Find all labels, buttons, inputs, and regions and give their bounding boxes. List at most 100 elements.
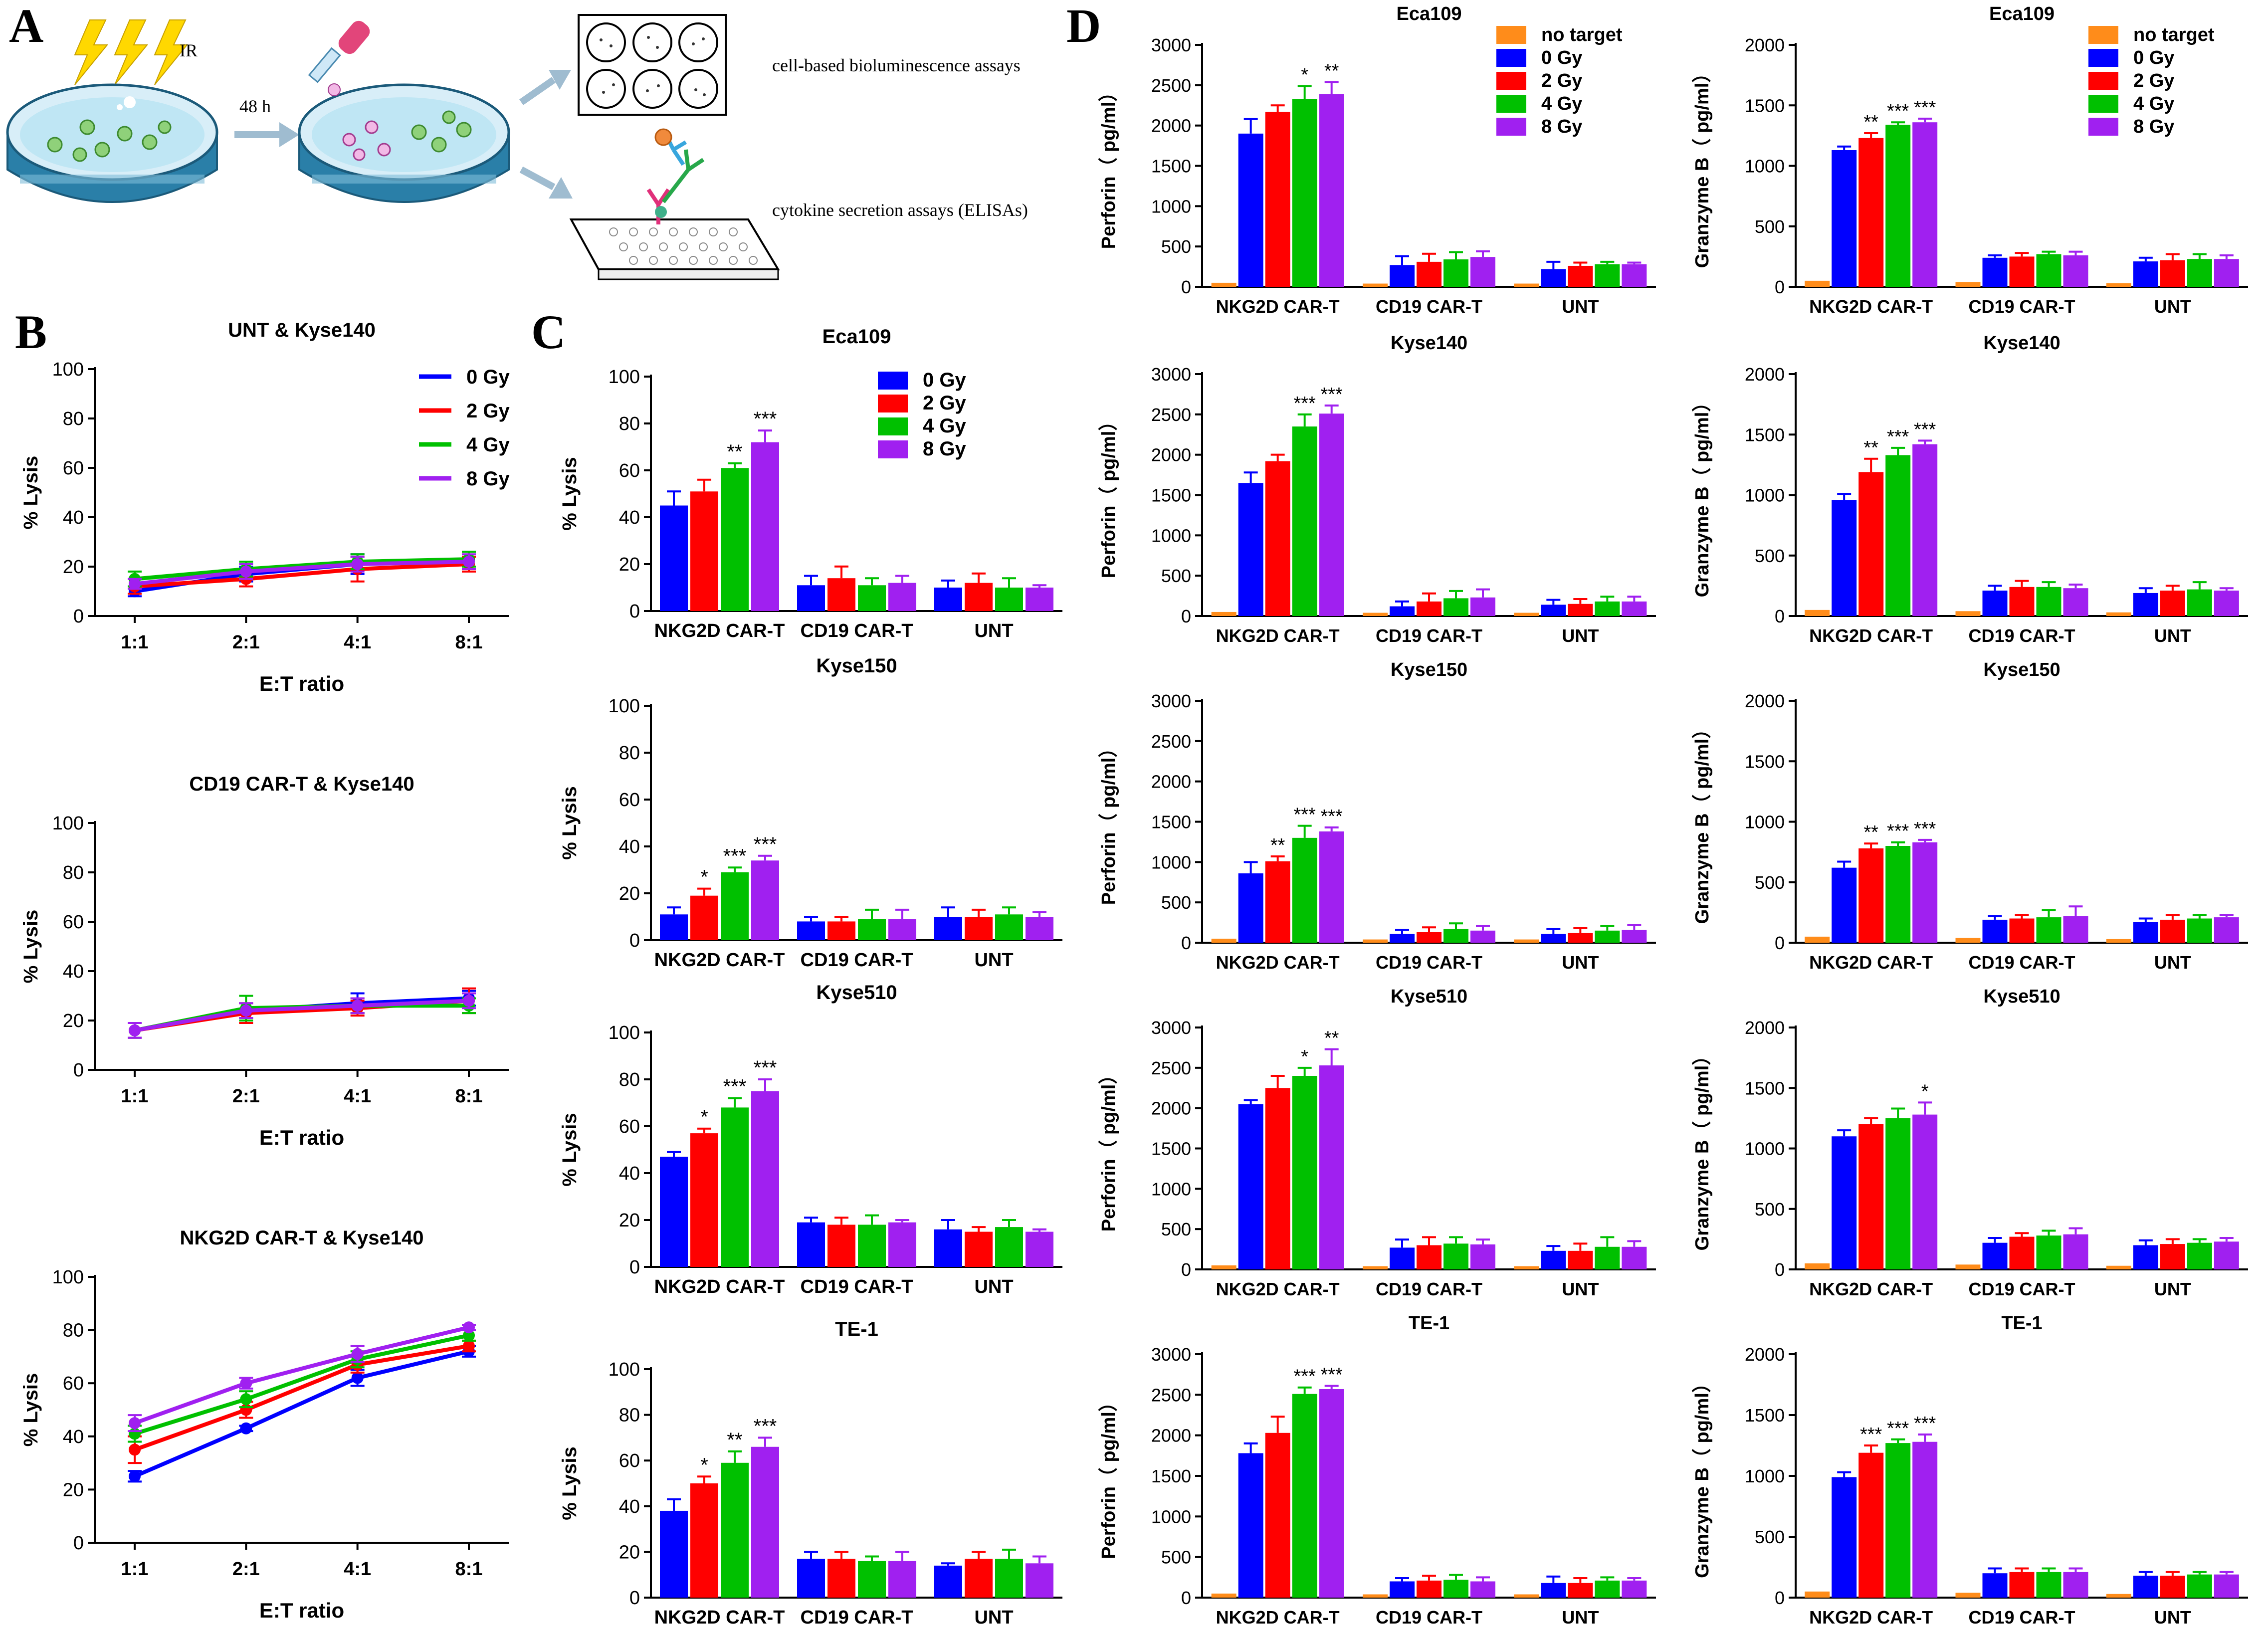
y-axis-label: Perforin（ pg/ml） — [1098, 1393, 1119, 1559]
y-tick-label: 2000 — [1151, 772, 1191, 792]
y-tick-label: 3000 — [1151, 1344, 1191, 1365]
y-tick-label: 500 — [1755, 216, 1785, 237]
x-tick-label: CD19 CAR-T — [1968, 1279, 2075, 1299]
y-tick-label: 0 — [629, 1257, 640, 1278]
bar — [2187, 259, 2212, 287]
x-tick-label: UNT — [1562, 296, 1599, 317]
bar — [1514, 1266, 1539, 1269]
x-tick-label: CD19 CAR-T — [801, 1607, 913, 1628]
bar — [827, 1559, 855, 1598]
bar — [2133, 922, 2158, 943]
chart-title: Kyse140 — [1391, 333, 1467, 354]
bar — [1805, 1263, 1830, 1269]
time-label: 48 h — [239, 96, 271, 116]
y-tick-label: 0 — [1181, 933, 1191, 953]
bar — [934, 917, 962, 940]
well-plate-icon — [578, 14, 727, 116]
y-tick-label: 2500 — [1151, 1058, 1191, 1078]
bar — [1390, 1247, 1415, 1269]
x-tick-label: CD19 CAR-T — [801, 950, 913, 971]
bar — [2063, 1234, 2088, 1269]
y-tick-label: 100 — [609, 367, 640, 388]
bar — [1363, 1266, 1388, 1269]
bar — [1912, 122, 1938, 287]
significance-mark: ** — [727, 441, 742, 463]
chart-b1: UNT & Kyse140 0 20 40 60 80 100 % Lysis 1:1 2:1 4:… — [20, 319, 510, 695]
bioluminescence-label: cell-based bioluminescence assays — [772, 55, 1021, 75]
x-tick-label: 1:1 — [121, 632, 149, 653]
significance-mark: * — [1301, 64, 1308, 85]
significance-mark: ** — [1863, 437, 1878, 458]
legend-label: 2 Gy — [1541, 70, 1582, 91]
bar — [1265, 861, 1290, 943]
bar — [751, 442, 779, 611]
y-tick-label: 20 — [63, 557, 84, 578]
legend-label: 2 Gy — [2133, 70, 2174, 91]
legend-swatch — [1496, 26, 1526, 44]
bar — [1026, 1231, 1053, 1267]
x-tick-label: CD19 CAR-T — [1376, 625, 1482, 646]
bar — [721, 468, 749, 611]
significance-mark: * — [700, 1454, 708, 1476]
data-point — [463, 556, 475, 568]
bar — [1417, 1580, 1442, 1598]
x-tick-label: NKG2D CAR-T — [1216, 1607, 1340, 1628]
bar — [1955, 938, 1981, 943]
bar — [1885, 1118, 1911, 1269]
y-tick-label: 0 — [629, 930, 640, 951]
bar — [2214, 917, 2239, 943]
bar — [751, 1446, 779, 1598]
chart-title: TE-1 — [1409, 1313, 1449, 1334]
y-tick-label: 20 — [619, 883, 640, 904]
legend-label: 0 Gy — [923, 369, 966, 391]
y-tick-label: 80 — [63, 862, 84, 883]
series-line — [134, 1344, 469, 1452]
x-tick-label: UNT — [2154, 625, 2191, 646]
significance-mark: *** — [1320, 806, 1343, 827]
bar — [2063, 1572, 2088, 1598]
y-tick-label: 0 — [629, 601, 640, 622]
y-tick-label: 1500 — [1745, 1078, 1785, 1098]
x-tick-label: NKG2D CAR-T — [1216, 952, 1340, 973]
bar — [888, 583, 916, 611]
bar — [858, 1225, 886, 1267]
significance-mark: *** — [754, 1415, 777, 1437]
chart-title: TE-1 — [2001, 1313, 2042, 1334]
data-point — [240, 1422, 252, 1435]
bar — [2160, 260, 2185, 287]
data-point — [240, 1393, 252, 1406]
bar — [888, 1561, 916, 1598]
bar — [751, 1091, 779, 1267]
y-axis-label: % Lysis — [559, 1113, 581, 1186]
chart-d8: Kyse510 0 500 1000 1500 2000 Granzyme B（ pg/ml… — [1692, 986, 2248, 1299]
bar — [1026, 1563, 1053, 1598]
bar — [934, 1229, 962, 1267]
y-tick-label: 1000 — [1151, 1506, 1191, 1527]
bar — [2009, 587, 2035, 616]
y-tick-label: 0 — [73, 606, 84, 627]
y-tick-label: 2000 — [1151, 1426, 1191, 1446]
bar — [1417, 601, 1442, 616]
legend-swatch — [878, 417, 908, 435]
bar — [1026, 917, 1053, 940]
legend-label: 0 Gy — [2133, 47, 2174, 68]
bar — [1265, 461, 1290, 616]
y-tick-label: 80 — [63, 1320, 84, 1341]
y-tick-label: 500 — [1755, 1199, 1785, 1220]
significance-mark: *** — [1320, 384, 1343, 405]
data-point — [351, 1348, 364, 1360]
chart-title: Kyse510 — [1391, 986, 1467, 1007]
bar — [1858, 1124, 1884, 1269]
y-tick-label: 2500 — [1151, 75, 1191, 96]
bar — [2160, 1576, 2185, 1598]
x-tick-label: 4:1 — [344, 1086, 371, 1107]
x-tick-label: 2:1 — [232, 1086, 260, 1107]
bar — [660, 505, 688, 611]
x-tick-label: UNT — [974, 950, 1013, 971]
x-tick-label: NKG2D CAR-T — [1216, 1279, 1340, 1299]
legend-swatch — [1496, 95, 1526, 113]
bar — [1443, 1243, 1468, 1269]
bar — [1211, 612, 1237, 616]
y-axis-label: Perforin（ pg/ml） — [1098, 739, 1119, 905]
